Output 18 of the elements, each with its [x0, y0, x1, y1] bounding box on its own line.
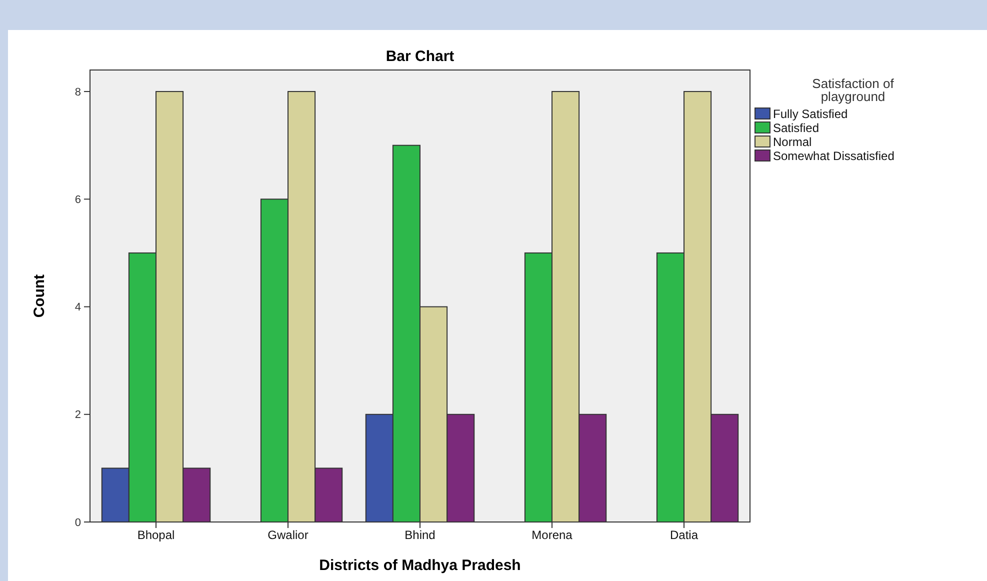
- y-tick-label: 8: [74, 86, 81, 98]
- legend-label: Satisfied: [773, 121, 820, 135]
- legend-label: Normal: [773, 135, 812, 149]
- x-tick-label: Morena: [532, 528, 573, 542]
- legend-title: Satisfaction of playground: [812, 76, 894, 104]
- x-tick-label: Bhopal: [137, 528, 175, 542]
- y-axis-title: Count: [31, 274, 48, 318]
- y-tick-label: 0: [74, 516, 81, 529]
- legend-label: Somewhat Dissatisfied: [773, 149, 894, 163]
- x-tick-label: Datia: [670, 528, 698, 542]
- y-tick-label: 4: [74, 302, 81, 314]
- chart-title: Bar Chart: [386, 48, 454, 65]
- y-tick-label: 6: [74, 194, 81, 206]
- x-axis-title: Districts of Madhya Pradesh: [319, 557, 521, 574]
- x-tick-label: Gwalior: [268, 528, 308, 542]
- x-tick-label: Bhind: [404, 528, 436, 542]
- legend-label: Fully Satisfied: [773, 107, 848, 121]
- y-tick-label: 2: [74, 409, 81, 422]
